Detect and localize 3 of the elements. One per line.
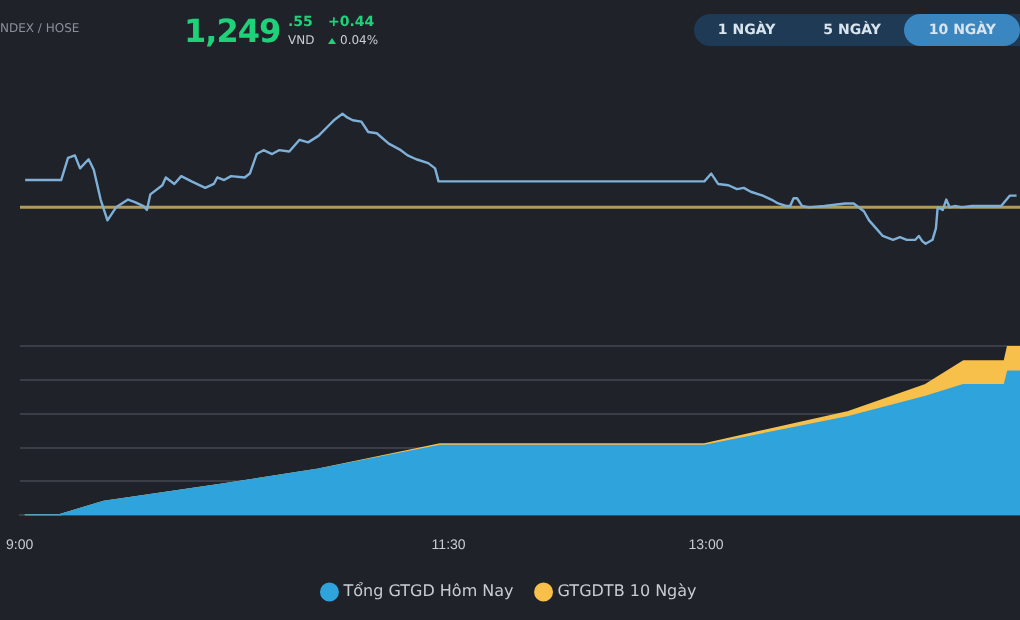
legend-label: Tổng GTGD Hôm Nay: [341, 582, 515, 601]
legend-label: GTGDTB 10 Ngày: [557, 582, 698, 601]
text: 1,249: [184, 12, 281, 50]
